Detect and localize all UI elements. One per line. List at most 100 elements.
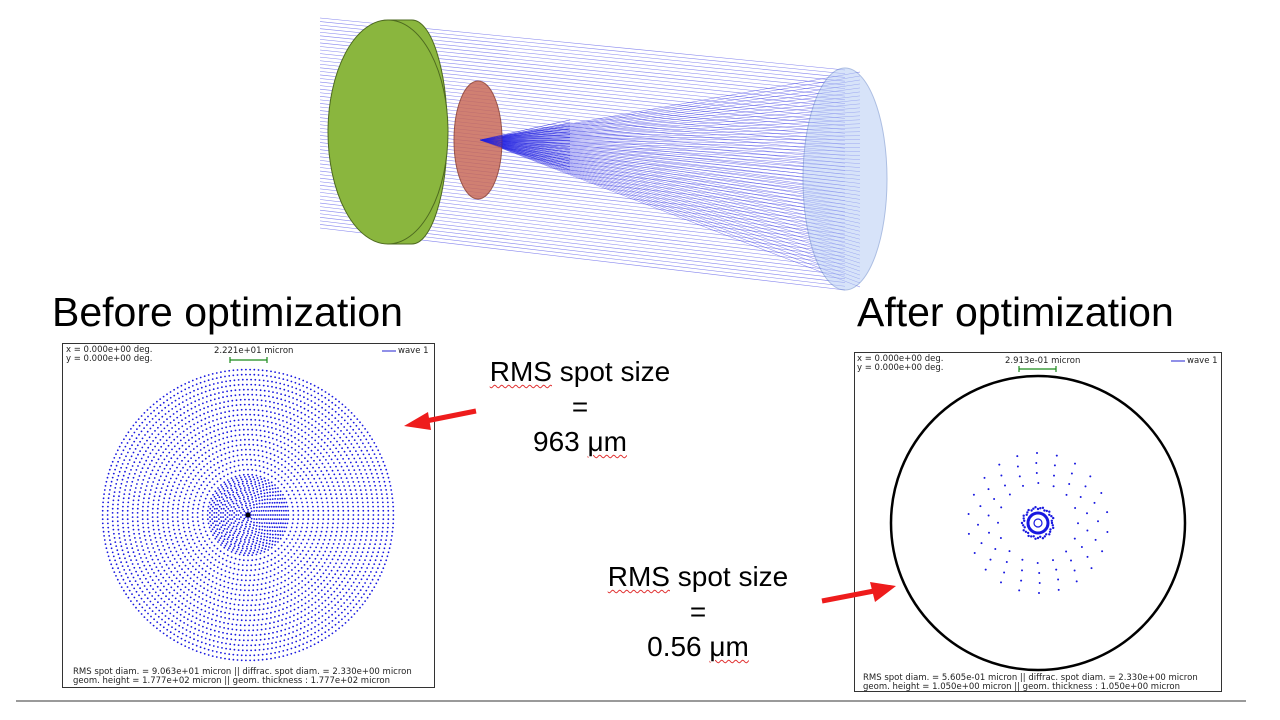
spot-point [376,501,379,504]
spot-point [199,651,202,654]
spot-point [157,579,160,581]
spot-point [343,426,346,428]
spot-point [355,424,358,427]
spot-point [364,469,366,471]
spot-point [151,579,154,581]
spot-point [111,551,114,554]
spot-point [218,522,221,525]
ray [479,87,861,141]
spot-point [327,473,330,476]
spot-point [131,480,134,483]
spot-point [274,651,276,654]
spot-point [324,534,327,537]
spot-point [353,589,356,591]
spot-point [354,539,357,541]
spot-point [161,409,163,412]
spot-point [231,587,234,590]
spot-point [171,579,173,582]
spot-point [268,505,271,508]
spot-point [168,451,171,454]
spot-point [320,546,323,549]
spot-point [348,469,350,471]
spot-point [310,412,313,414]
spot-point [274,550,277,553]
spot-point [140,557,142,559]
spot-point [202,397,204,399]
spot-point [146,409,149,411]
spot-point [352,606,355,609]
spot-point [246,418,248,421]
spot-point [189,636,192,639]
spot-point [122,578,125,581]
spot-point [382,505,384,508]
spot-point [260,538,262,540]
spot-point [248,589,250,592]
spot-point [306,485,308,488]
spot-point [265,451,268,454]
spot-point [344,412,346,415]
spot-point [347,619,350,621]
spot-point [334,404,337,407]
spot-point [362,563,365,565]
spot-point [142,549,145,551]
spot-point [176,592,179,594]
spot-point [311,542,314,545]
spot-point [317,635,320,638]
spot-point [303,534,306,537]
spot-point [279,435,282,437]
spot-point [366,497,369,500]
spot-point [155,566,158,568]
spot-point [226,500,229,502]
spot-point [340,562,343,565]
spot-point [206,543,209,546]
spot-point [366,449,368,452]
spot-point [311,474,313,477]
spot-point [126,509,129,512]
spot-point [234,638,237,641]
spot-point [232,502,235,505]
spot-point [311,501,314,504]
spot-point [182,597,185,600]
spot-point [158,548,161,551]
spot-point [173,388,175,391]
spot-point [340,423,343,425]
spot-point [124,582,127,585]
spot-point [152,603,155,606]
ray [479,139,571,144]
spot-point [128,473,131,475]
ray [479,139,571,171]
spot-point [392,509,395,512]
spot-point [205,627,208,629]
spot-point [1077,522,1079,525]
spot-point [166,603,169,606]
spot-point [125,485,127,487]
spot-point [117,553,120,556]
spot-point [1016,455,1019,458]
spot-point [110,480,113,483]
spot-point [324,391,327,393]
spot-point [191,591,194,594]
spot-point [356,610,359,612]
spot-point [235,399,238,402]
spot-point [247,517,249,519]
spot-point [181,509,184,512]
spot-point [216,547,219,550]
spot-point [306,460,309,463]
spot-point [173,394,176,397]
spot-point [294,431,296,433]
spot-point [147,481,149,483]
spot-point [214,635,216,637]
spot-point [250,493,253,496]
spot-point [373,465,376,467]
spot-point [213,483,216,486]
spot-point [220,526,223,529]
spot-point [153,618,155,621]
spot-point [168,481,170,484]
spot-point [360,472,362,475]
spot-point [243,496,245,498]
spot-point [307,421,310,424]
spot-point [300,497,302,500]
spot-point [209,466,212,469]
spot-point [313,477,316,480]
spot-point [356,551,359,553]
